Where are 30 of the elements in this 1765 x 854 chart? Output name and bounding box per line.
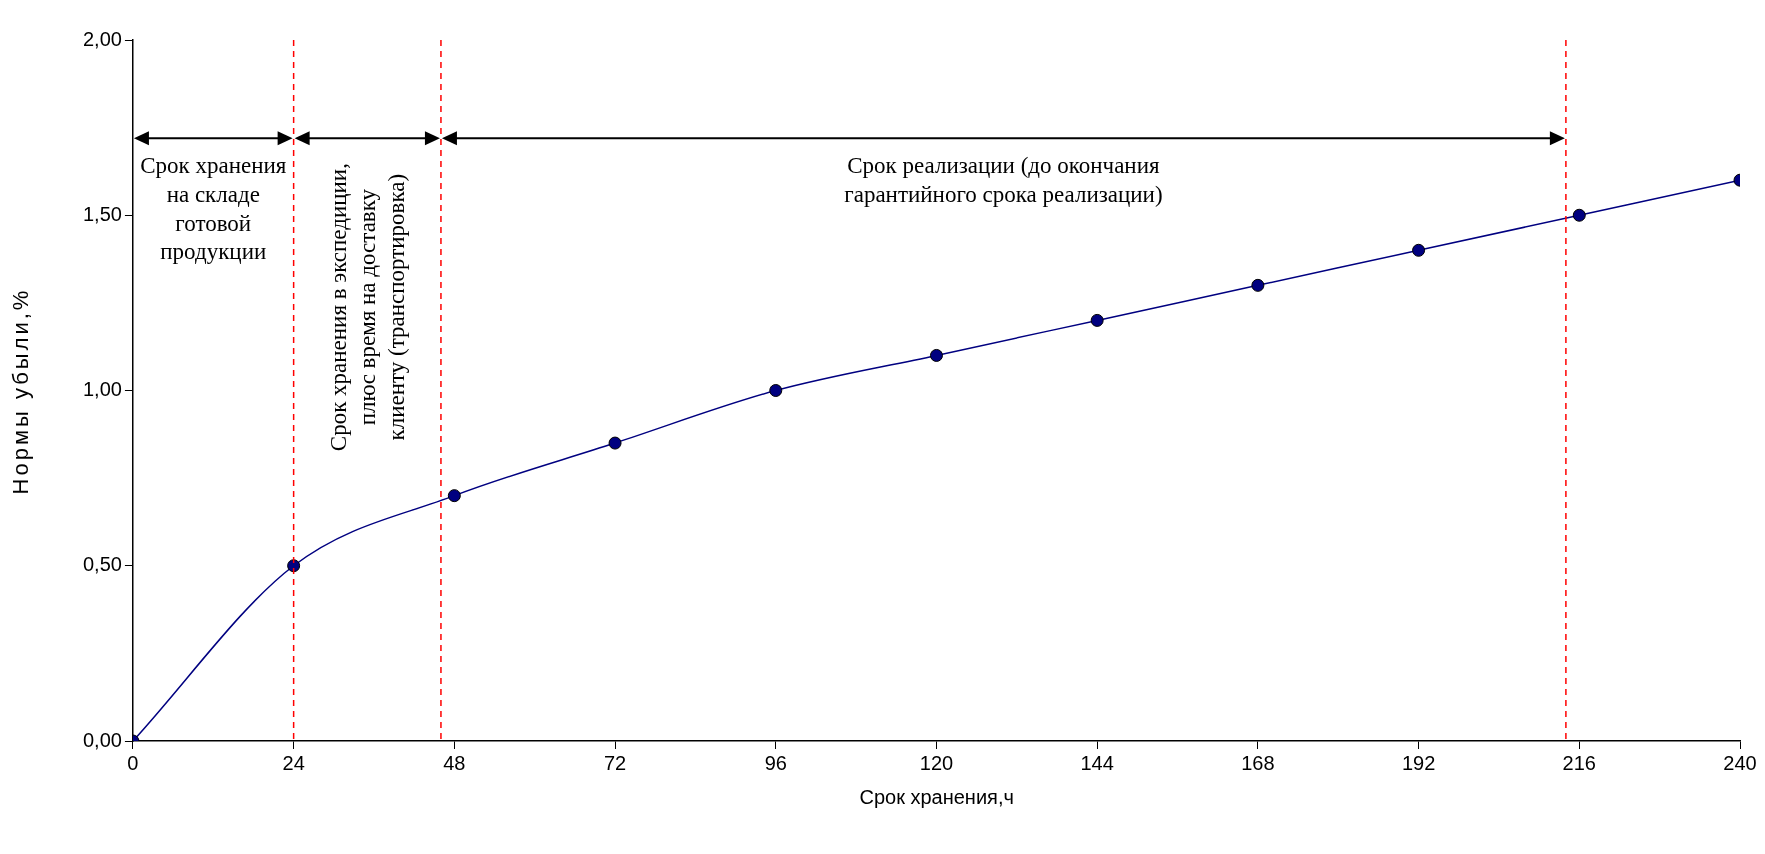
y-tick-label: 2,00 — [82, 27, 122, 50]
x-tick-label: 144 — [1080, 751, 1114, 774]
x-tick-label: 192 — [1401, 751, 1436, 774]
x-tick-label: 24 — [282, 751, 305, 774]
x-tick-label: 48 — [443, 751, 466, 774]
point — [1251, 278, 1265, 292]
x-tick-label: 168 — [1241, 751, 1275, 774]
point — [1412, 243, 1426, 257]
point — [929, 348, 943, 362]
point — [1090, 313, 1104, 327]
y-tick-label: 0,50 — [82, 553, 122, 576]
y-tick-label: 0,00 — [82, 728, 122, 751]
annotation: Срок хранения в экспедиции, плюс время на доставку клиенту (транспортировка) — [324, 150, 411, 464]
x-tick-label: 72 — [603, 751, 627, 774]
point — [287, 559, 301, 573]
x-axis-title: Срок хранения,ч — [859, 786, 1014, 809]
point — [608, 436, 622, 450]
annotation: Срок реализации (до окончания гарантийного срока реализации) — [843, 152, 1164, 209]
x-tick-label: 216 — [1562, 751, 1596, 774]
annotation: Срок хранения на складе готовой продукции — [139, 152, 288, 267]
x-tick-label: 120 — [919, 751, 954, 774]
y-axis-title: Нормы убыли,% — [7, 287, 34, 494]
point — [1572, 208, 1586, 222]
y-tick-label: 1,00 — [82, 378, 122, 401]
x-tick-label: 240 — [1723, 751, 1757, 774]
x-tick-label: 96 — [764, 751, 787, 774]
x-tick-label: 0 — [127, 751, 139, 774]
point — [769, 384, 783, 397]
point — [447, 489, 461, 503]
y-tick-label: 1,50 — [82, 202, 122, 225]
